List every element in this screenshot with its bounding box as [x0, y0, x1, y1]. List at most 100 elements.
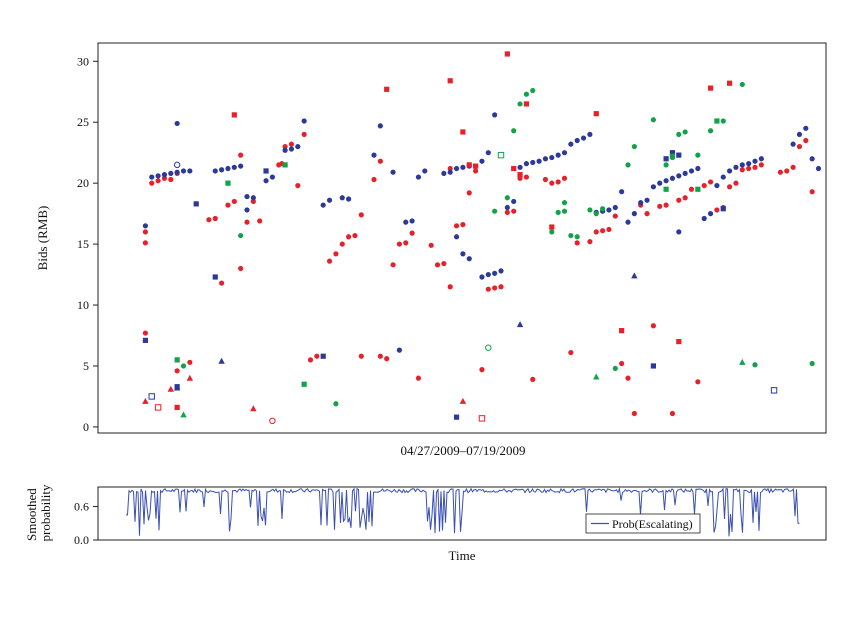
- data-point: [142, 229, 148, 235]
- data-point: [815, 165, 822, 172]
- probability-y-axis-label: Smoothed probability: [24, 484, 53, 542]
- data-point: [619, 360, 625, 367]
- data-point: [206, 217, 212, 223]
- main-y-axis: 0 5 10 15 20 25 30: [77, 54, 99, 434]
- data-point: [244, 207, 250, 213]
- data-point: [803, 137, 809, 144]
- data-point: [333, 251, 339, 257]
- data-point: [714, 118, 720, 124]
- data-point: [173, 384, 181, 391]
- data-point: [739, 162, 745, 168]
- data-point: [346, 196, 352, 202]
- data-point: [517, 101, 523, 107]
- data-point: [352, 232, 358, 239]
- data-point: [187, 168, 193, 174]
- data-point: [434, 262, 441, 268]
- data-point: [638, 200, 644, 206]
- data-point: [593, 229, 599, 235]
- data-point: [460, 129, 466, 135]
- data-point: [142, 337, 148, 343]
- data-point: [650, 117, 657, 123]
- data-point: [269, 174, 275, 180]
- data-point: [511, 208, 517, 214]
- data-point: [631, 143, 637, 150]
- data-point: [219, 280, 225, 286]
- data-point: [485, 286, 491, 292]
- data-point: [511, 165, 517, 172]
- main-y-tick-label: 15: [77, 237, 89, 251]
- data-point: [212, 215, 218, 222]
- data-point: [561, 150, 568, 156]
- data-point: [173, 161, 181, 169]
- data-point: [219, 167, 225, 173]
- data-point: [669, 175, 676, 181]
- data-point: [695, 152, 701, 158]
- data-point: [168, 176, 174, 183]
- data-point: [244, 219, 250, 225]
- data-point: [669, 153, 676, 159]
- data-point: [676, 338, 682, 345]
- data-point: [516, 321, 524, 328]
- data-point: [142, 223, 148, 229]
- data-point: [676, 229, 682, 235]
- data-point: [460, 251, 466, 257]
- data-point: [720, 206, 726, 212]
- data-point: [568, 141, 574, 147]
- data-point: [746, 161, 752, 167]
- data-point: [180, 411, 187, 418]
- data-point: [669, 410, 676, 417]
- data-point: [415, 174, 422, 180]
- probability-line: [126, 486, 800, 537]
- data-point: [377, 158, 383, 164]
- data-point: [377, 353, 383, 359]
- data-point: [193, 201, 199, 207]
- data-point: [320, 202, 326, 208]
- data-point: [371, 176, 377, 183]
- data-point: [612, 365, 618, 372]
- data-point: [663, 202, 669, 208]
- data-point: [441, 260, 447, 267]
- data-point: [676, 173, 682, 179]
- data-point: [460, 164, 466, 170]
- data-point: [326, 258, 333, 264]
- data-point: [231, 112, 237, 118]
- data-point: [231, 164, 237, 170]
- data-point: [333, 401, 339, 407]
- data-point: [657, 203, 663, 209]
- data-point: [727, 168, 733, 174]
- data-point: [733, 180, 739, 186]
- data-point: [250, 405, 257, 412]
- data-point: [733, 164, 739, 170]
- data-point: [167, 385, 174, 392]
- bid-points: [142, 51, 822, 425]
- data-point: [212, 168, 218, 174]
- data-point: [555, 179, 561, 185]
- data-point: [707, 85, 714, 91]
- data-point: [485, 344, 492, 351]
- data-point: [625, 162, 631, 168]
- data-point: [441, 170, 447, 177]
- data-point: [625, 219, 631, 225]
- data-point: [727, 184, 733, 190]
- data-point: [561, 175, 568, 181]
- data-point: [218, 357, 225, 364]
- data-point: [244, 193, 250, 200]
- data-point: [561, 200, 568, 206]
- data-point: [752, 362, 758, 368]
- data-point: [663, 178, 669, 184]
- data-point: [238, 163, 244, 169]
- data-point: [473, 163, 479, 169]
- data-point: [187, 359, 193, 365]
- data-point: [142, 240, 148, 246]
- data-point: [574, 137, 580, 144]
- data-point: [390, 169, 396, 175]
- data-point: [758, 162, 764, 168]
- data-point: [739, 81, 745, 88]
- main-y-axis-label: Bids (RMB): [35, 206, 50, 271]
- data-point: [600, 206, 606, 212]
- data-point: [631, 410, 637, 417]
- data-point: [530, 87, 536, 94]
- probability-y-label-line1: Smoothed: [24, 488, 39, 541]
- data-point: [154, 404, 162, 411]
- data-point: [549, 224, 555, 230]
